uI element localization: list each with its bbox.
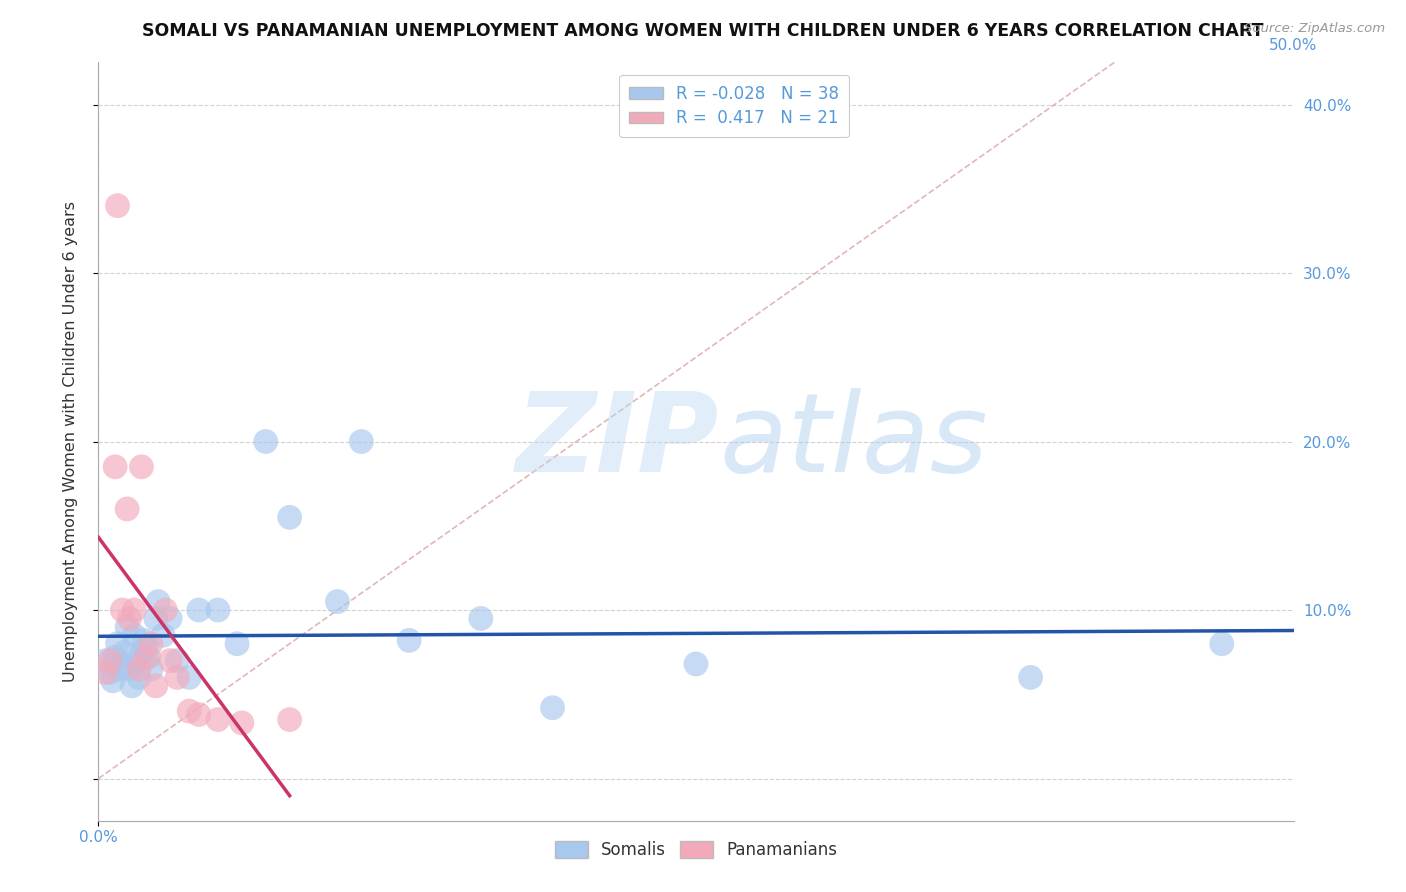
Point [101,673,124,688]
Text: atlas: atlas [720,388,988,495]
Point [207,603,229,617]
Text: SOMALI VS PANAMANIAN UNEMPLOYMENT AMONG WOMEN WITH CHILDREN UNDER 6 YEARS CORREL: SOMALI VS PANAMANIAN UNEMPLOYMENT AMONG … [142,22,1264,40]
Point [278,510,301,524]
Point [128,670,150,684]
Point [207,713,229,727]
Point [125,654,148,668]
Point [111,603,134,617]
Point [152,628,174,642]
Point [166,670,188,684]
Point [326,594,349,608]
Point [148,594,170,608]
Point [124,603,146,617]
Point [94,654,117,668]
Point [1019,670,1042,684]
Point [135,640,157,654]
Point [121,679,143,693]
Point [115,620,138,634]
Point [131,645,153,659]
Point [104,650,127,665]
Point [254,434,277,449]
Point [98,665,122,680]
Point [398,633,420,648]
Text: ZIP: ZIP [516,388,720,495]
Point [159,654,181,668]
Point [124,628,146,642]
Point [132,633,155,648]
Point [1211,637,1233,651]
Y-axis label: Unemployment Among Women with Children Under 6 years: Unemployment Among Women with Children U… [63,201,77,682]
Point [179,704,201,718]
Point [145,611,167,625]
Point [108,662,131,676]
Point [187,603,209,617]
Text: Source: ZipAtlas.com: Source: ZipAtlas.com [1244,22,1385,36]
Point [179,670,201,684]
Point [107,199,129,213]
Point [470,611,492,625]
Point [115,502,138,516]
Point [139,662,162,676]
Point [94,665,117,680]
Point [98,654,122,668]
Point [135,650,157,665]
Point [114,645,136,659]
Point [131,459,153,474]
Point [139,637,162,651]
Point [155,603,177,617]
Point [111,657,134,671]
Point [166,654,188,668]
Point [187,707,209,722]
Point [118,662,141,676]
Point [118,611,141,625]
Point [231,715,253,730]
Point [350,434,373,449]
Point [541,700,564,714]
Point [159,611,181,625]
Point [104,459,127,474]
Point [226,637,249,651]
Legend: Somalis, Panamanians: Somalis, Panamanians [548,834,844,865]
Point [685,657,707,671]
Point [278,713,301,727]
Point [107,637,129,651]
Point [145,679,167,693]
Point [138,650,160,665]
Point [128,662,150,676]
